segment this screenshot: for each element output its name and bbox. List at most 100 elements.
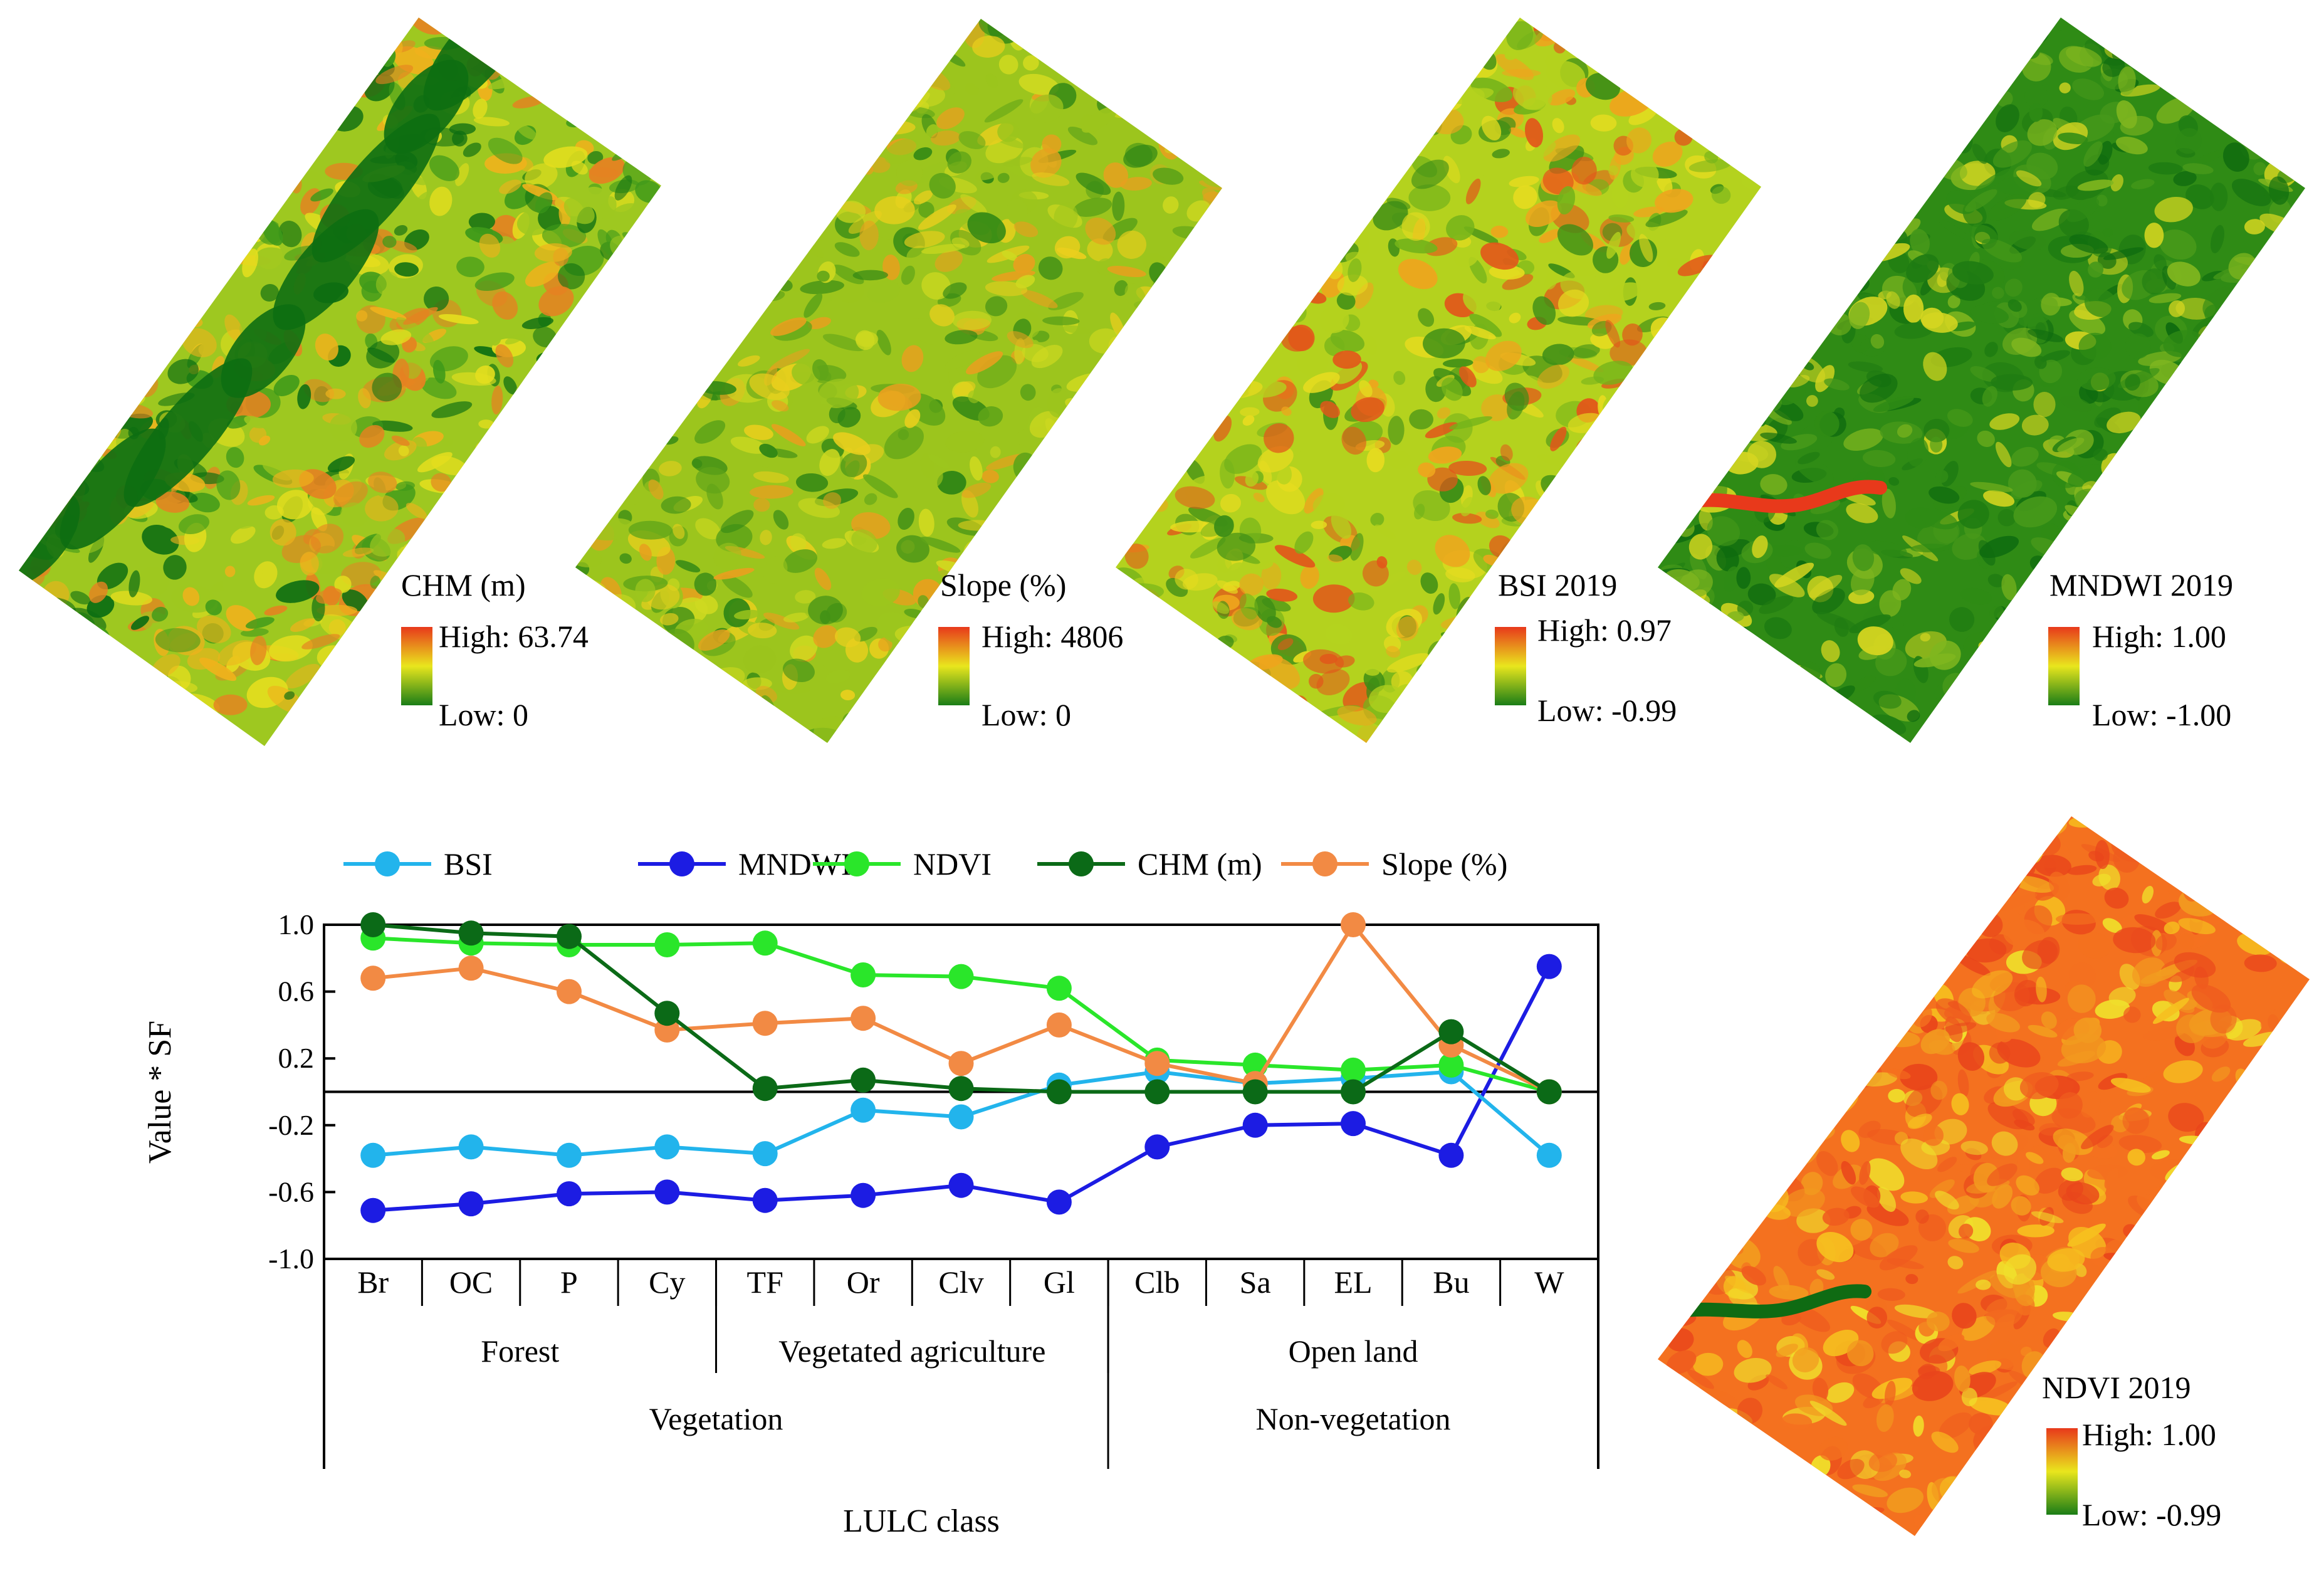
map-texture-patch — [1544, 271, 1558, 290]
map-texture-patch — [153, 51, 192, 68]
map-texture-patch — [1697, 705, 1729, 730]
map-texture-patch — [1703, 264, 1728, 285]
map-texture-patch — [2224, 18, 2256, 39]
map-texture-patch — [1254, 693, 1273, 719]
map-texture-patch — [1842, 856, 1858, 866]
map-texture-patch — [665, 63, 679, 78]
map-texture-patch — [1128, 718, 1149, 730]
map-texture-patch — [1154, 377, 1170, 405]
map-texture-patch — [1132, 668, 1155, 695]
map-texture-patch — [1884, 941, 1918, 952]
map-texture-patch — [1116, 394, 1156, 426]
map-texture-patch — [333, 481, 368, 508]
map-texture-patch — [1370, 512, 1384, 527]
map-texture-patch — [1729, 18, 1752, 28]
map-texture-patch — [1415, 43, 1430, 61]
data-point — [1438, 1142, 1464, 1168]
map-texture-patch — [148, 297, 165, 314]
map-texture-patch — [1688, 534, 1713, 560]
map-texture-patch — [1846, 27, 1868, 51]
map-texture-patch — [1044, 510, 1070, 524]
map-texture-patch — [238, 133, 274, 157]
map-texture-patch — [325, 388, 346, 399]
map-texture-patch — [1603, 530, 1622, 557]
map-texture-patch — [1253, 492, 1265, 503]
map-texture-patch — [546, 382, 571, 413]
map-texture-patch — [2255, 288, 2293, 311]
map-texture-patch — [1789, 987, 1827, 1014]
map-texture-patch — [1808, 934, 1842, 950]
map-texture-patch — [1857, 626, 1893, 656]
map-texture-patch — [1326, 60, 1343, 83]
map-texture-patch — [1143, 400, 1163, 424]
map-texture-patch — [1786, 1483, 1831, 1505]
map-texture-patch — [1979, 1381, 2018, 1401]
map-texture-patch — [2018, 1404, 2041, 1429]
map-texture-patch — [613, 294, 646, 320]
map-texture-patch — [1406, 559, 1422, 576]
map-texture-patch — [1922, 981, 1936, 996]
map-texture-patch — [1777, 887, 1803, 902]
map-texture-patch — [1161, 18, 1173, 35]
map-texture-patch — [1699, 660, 1739, 688]
map-texture-patch — [1210, 308, 1237, 324]
map-texture-patch — [238, 111, 272, 139]
map-texture-patch — [1167, 342, 1206, 359]
map-texture-patch — [1714, 417, 1735, 437]
map-texture-patch — [1868, 1451, 1897, 1472]
map-texture-patch — [287, 436, 328, 465]
map-texture-patch — [1807, 131, 1819, 147]
map-texture-patch — [1782, 1188, 1825, 1217]
map-texture-patch — [1850, 1219, 1873, 1241]
map-texture-patch — [1752, 669, 1761, 693]
map-texture-patch — [1524, 118, 1544, 148]
map-texture-patch — [1841, 1160, 1856, 1185]
map-texture-patch — [2244, 542, 2281, 572]
map-texture-patch — [878, 19, 921, 31]
map-texture-patch — [2271, 1446, 2308, 1473]
map-texture-patch — [1170, 80, 1212, 89]
map-texture-patch — [1517, 30, 1543, 50]
map-texture-patch — [135, 97, 150, 108]
map-texture-patch — [2072, 78, 2105, 100]
map-texture-patch — [391, 435, 410, 446]
map-texture-patch — [133, 18, 154, 26]
map-texture-patch — [1072, 656, 1107, 676]
map-texture-patch — [2229, 485, 2262, 516]
map-texture-patch — [370, 307, 407, 320]
map-texture-patch — [2156, 1337, 2179, 1358]
map-texture-patch — [1753, 219, 1777, 238]
map-texture-patch — [1294, 531, 1314, 554]
map-texture-patch — [580, 456, 606, 478]
map-texture-patch — [36, 436, 62, 451]
map-texture-patch — [1264, 423, 1294, 453]
map-texture-patch — [2230, 1320, 2254, 1334]
map-texture-patch — [599, 40, 638, 63]
map-texture-patch — [653, 221, 683, 236]
map-texture-patch — [1784, 140, 1828, 164]
map-texture-patch — [808, 596, 843, 625]
map-texture-patch — [814, 567, 832, 591]
map-texture-patch — [1952, 1476, 1973, 1502]
map-texture-patch — [1021, 290, 1058, 308]
map-texture-patch — [1736, 567, 1751, 589]
slope-low-label: Low: 0 — [981, 697, 1071, 732]
map-texture-patch — [1794, 77, 1819, 93]
map-texture-patch — [1887, 1487, 1924, 1513]
map-texture-patch — [1984, 701, 2026, 721]
map-texture-patch — [1103, 162, 1129, 188]
map-texture-patch — [1169, 693, 1194, 723]
map-texture-patch — [1549, 145, 1584, 174]
map-texture-patch — [1961, 1387, 1978, 1407]
map-texture-patch — [654, 62, 669, 75]
map-texture-patch — [168, 697, 187, 723]
map-texture-patch — [359, 424, 385, 448]
map-texture-patch — [230, 53, 258, 80]
map-texture-patch — [452, 130, 468, 147]
map-texture-patch — [1649, 31, 1678, 53]
map-texture-patch — [1086, 576, 1106, 600]
map-texture-patch — [2163, 1060, 2203, 1083]
map-texture-patch — [75, 183, 95, 208]
map-texture-patch — [2066, 46, 2102, 67]
data-point — [752, 1187, 778, 1213]
